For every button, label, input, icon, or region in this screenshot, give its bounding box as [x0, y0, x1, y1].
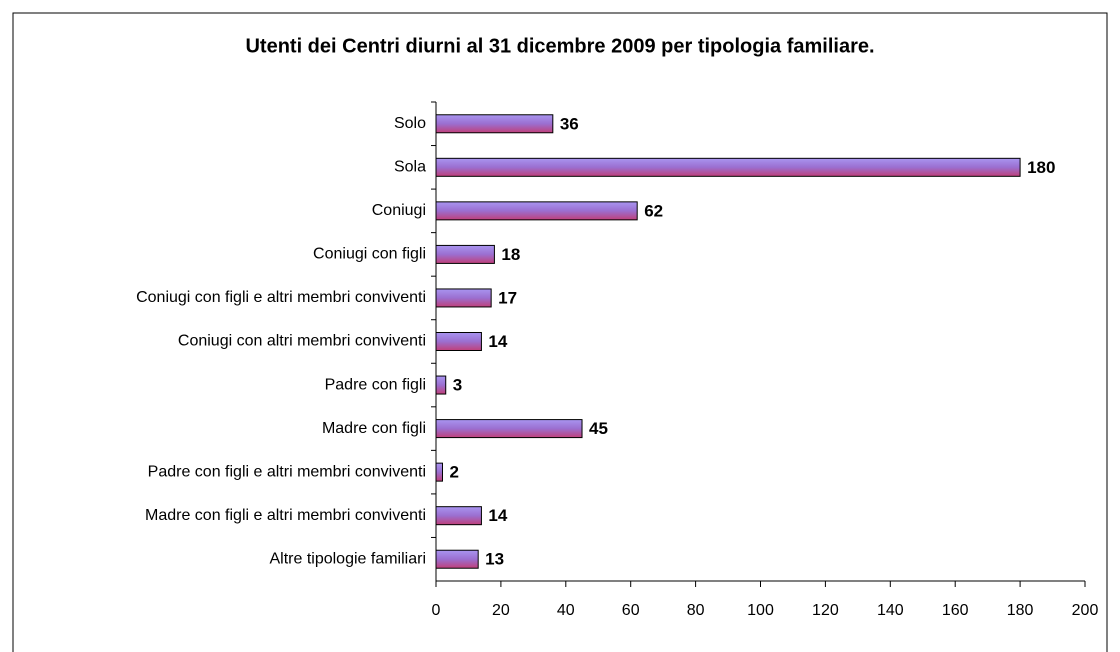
y-tick-label: Padre con figli [325, 376, 426, 393]
x-tick-label: 0 [432, 602, 441, 619]
x-tick-label: 80 [687, 602, 705, 619]
x-tick-label: 40 [557, 602, 575, 619]
bar [435, 114, 554, 134]
y-tick-label: Coniugi con figli [313, 246, 426, 263]
bar [435, 332, 482, 351]
y-tick-label: Solo [394, 115, 426, 132]
value-label: 62 [644, 201, 663, 220]
x-tick-label: 20 [492, 602, 510, 619]
value-label: 13 [485, 550, 504, 569]
bar [435, 201, 638, 221]
bar [435, 549, 479, 569]
x-tick-label: 180 [1007, 602, 1034, 619]
y-tick-label: Sola [394, 159, 426, 176]
bar [435, 506, 482, 526]
y-tick-label: Altre tipologie familiari [269, 550, 426, 567]
x-tick-label: 140 [877, 602, 904, 619]
value-label: 18 [501, 245, 520, 264]
x-tick-label: 100 [747, 602, 774, 619]
bar [435, 375, 447, 395]
value-label: 36 [560, 114, 579, 133]
value-label: 180 [1027, 158, 1055, 177]
value-label: 45 [589, 419, 608, 438]
value-label: 3 [453, 376, 462, 395]
bar [435, 244, 495, 264]
y-tick-label: Madre con figli [322, 420, 426, 437]
chart-frame [12, 12, 1108, 652]
bar [435, 157, 1021, 177]
value-label: 14 [488, 332, 507, 351]
y-tick-label: Madre con figli e altri membri convivent… [145, 507, 426, 524]
y-tick-label: Coniugi con altri membri conviventi [178, 333, 426, 350]
value-label: 14 [488, 506, 507, 525]
bar [435, 419, 583, 439]
x-tick-label: 160 [942, 602, 969, 619]
y-tick-label: Padre con figli e altri membri convivent… [148, 463, 426, 480]
bar [435, 462, 443, 482]
value-label: 2 [449, 463, 458, 482]
x-tick-label: 120 [812, 602, 839, 619]
y-tick-label: Coniugi con figli e altri membri convive… [136, 289, 426, 306]
y-tick-label: Coniugi [372, 202, 426, 219]
x-tick-label: 200 [1072, 602, 1099, 619]
bar [435, 288, 492, 308]
value-label: 17 [498, 288, 517, 307]
chart-title: Utenti dei Centri diurni al 31 dicembre … [245, 35, 874, 57]
x-tick-label: 60 [622, 602, 640, 619]
